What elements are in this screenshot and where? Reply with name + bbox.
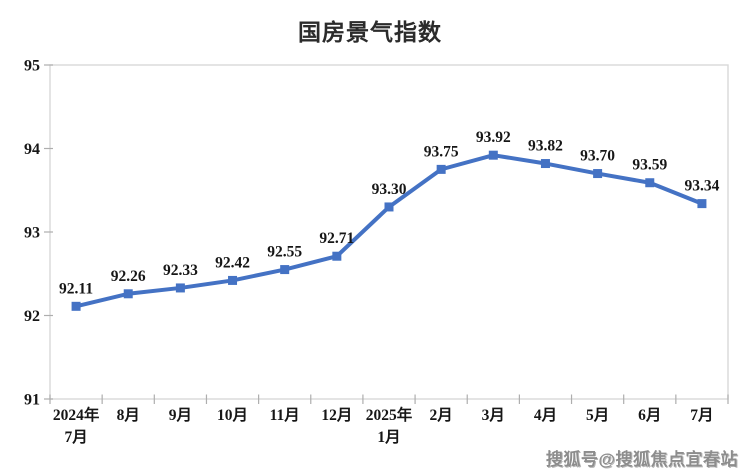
data-label: 93.75 bbox=[424, 143, 459, 160]
x-axis-label: 5月 bbox=[586, 406, 609, 424]
x-axis-label: 11月 bbox=[270, 406, 300, 424]
data-point-marker bbox=[332, 251, 342, 261]
x-axis-label: 7月 bbox=[690, 406, 713, 424]
data-point-marker bbox=[384, 202, 394, 212]
data-point-marker bbox=[697, 199, 707, 209]
chart-title: 国房景气指数 bbox=[298, 19, 442, 45]
y-axis-label: 95 bbox=[24, 58, 40, 75]
y-axis-label: 91 bbox=[24, 392, 40, 409]
data-label: 92.33 bbox=[163, 262, 198, 279]
x-axis-label: 4月 bbox=[534, 406, 557, 424]
data-point-marker bbox=[280, 265, 290, 275]
series-line bbox=[74, 153, 704, 309]
data-label: 93.70 bbox=[580, 148, 615, 165]
plot-border bbox=[49, 64, 729, 400]
data-label: 92.26 bbox=[111, 268, 146, 285]
data-label: 92.42 bbox=[215, 254, 250, 271]
data-point-marker bbox=[175, 283, 185, 293]
x-axis-label: 8月 bbox=[117, 406, 140, 424]
y-axis-label: 93 bbox=[24, 225, 40, 242]
x-axis-label: 9月 bbox=[169, 406, 192, 424]
x-axis-label: 2024年 7月 bbox=[53, 405, 100, 446]
data-label: 93.92 bbox=[476, 129, 511, 146]
data-point-marker bbox=[593, 169, 603, 179]
x-axis-label: 2025年 1月 bbox=[366, 405, 413, 446]
data-label: 93.34 bbox=[684, 178, 719, 195]
data-point-marker bbox=[436, 164, 446, 174]
data-label: 93.30 bbox=[372, 181, 407, 198]
y-axis-label: 94 bbox=[24, 141, 40, 158]
data-point-marker bbox=[123, 289, 133, 299]
data-label: 93.59 bbox=[632, 157, 667, 174]
data-point-marker bbox=[488, 150, 498, 160]
watermark: 搜狐号@搜狐焦点宜春站 bbox=[545, 450, 738, 469]
y-axis-label: 92 bbox=[24, 308, 40, 325]
x-axis-label: 6月 bbox=[638, 406, 661, 424]
x-axis-label: 3月 bbox=[482, 406, 505, 424]
data-label: 92.71 bbox=[319, 230, 354, 247]
data-label: 92.55 bbox=[267, 244, 302, 261]
x-axis-label: 10月 bbox=[217, 406, 248, 424]
data-point-marker bbox=[71, 301, 81, 311]
x-axis-label: 12月 bbox=[321, 406, 352, 424]
data-label: 92.11 bbox=[59, 280, 93, 297]
data-point-marker bbox=[540, 159, 550, 169]
data-label: 93.82 bbox=[528, 138, 563, 155]
x-axis-label: 2月 bbox=[430, 406, 453, 424]
data-point-marker bbox=[228, 275, 238, 285]
data-point-marker bbox=[645, 178, 655, 188]
